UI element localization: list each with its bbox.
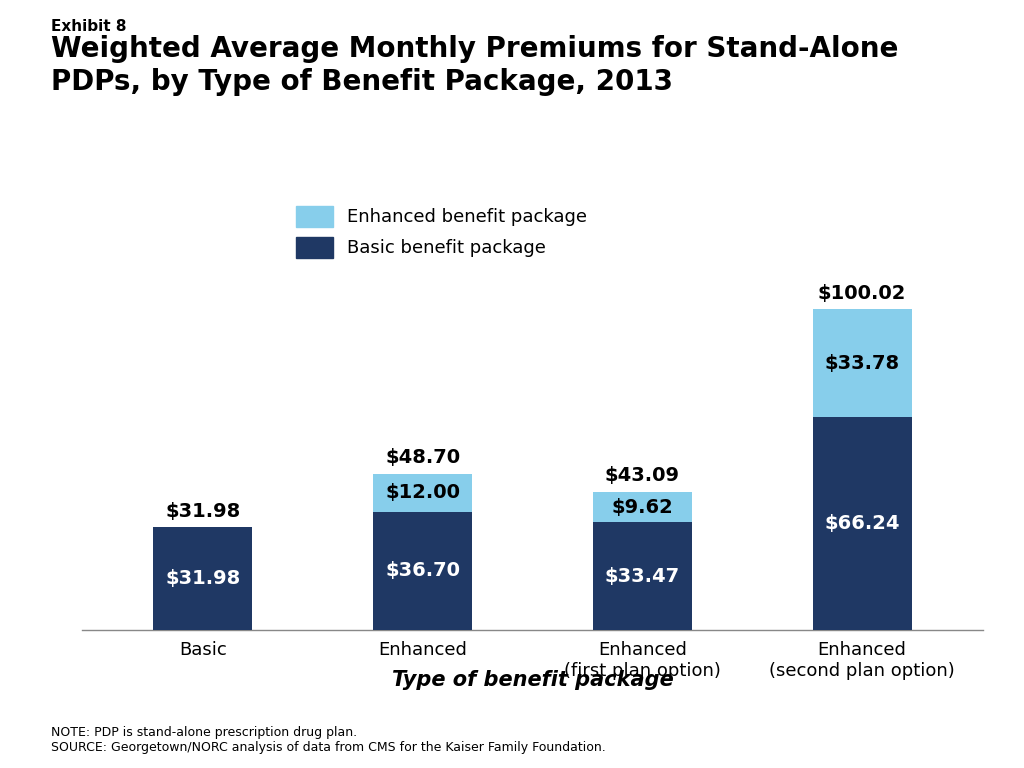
Text: Exhibit 8: Exhibit 8: [51, 19, 127, 35]
Text: $48.70: $48.70: [385, 449, 460, 467]
Text: FOUNDATION: FOUNDATION: [922, 746, 968, 753]
Text: $12.00: $12.00: [385, 483, 460, 502]
Text: $66.24: $66.24: [824, 514, 900, 533]
Bar: [593, 522, 692, 630]
Text: $31.98: $31.98: [165, 569, 241, 588]
Text: $43.09: $43.09: [605, 466, 680, 485]
Text: Enhanced benefit package: Enhanced benefit package: [346, 208, 587, 226]
Bar: [373, 474, 472, 512]
Bar: [373, 512, 472, 630]
Text: THE HENRY J.: THE HENRY J.: [922, 703, 968, 710]
Text: $9.62: $9.62: [611, 498, 673, 517]
FancyBboxPatch shape: [296, 237, 333, 258]
Bar: [593, 492, 692, 522]
FancyBboxPatch shape: [296, 206, 333, 227]
Text: NOTE: PDP is stand-alone prescription drug plan.: NOTE: PDP is stand-alone prescription dr…: [51, 726, 357, 739]
Text: Weighted Average Monthly Premiums for Stand-Alone
PDPs, by Type of Benefit Packa: Weighted Average Monthly Premiums for St…: [51, 35, 899, 96]
Text: Type of benefit package: Type of benefit package: [391, 670, 674, 690]
Text: $33.47: $33.47: [605, 567, 680, 586]
Text: Basic benefit package: Basic benefit package: [346, 239, 546, 257]
Bar: [813, 310, 911, 418]
Text: $31.98: $31.98: [165, 502, 241, 521]
Text: $36.70: $36.70: [385, 561, 460, 581]
Bar: [154, 528, 252, 630]
Text: $100.02: $100.02: [818, 283, 906, 303]
Text: $33.78: $33.78: [824, 354, 900, 372]
Text: SOURCE: Georgetown/NORC analysis of data from CMS for the Kaiser Family Foundati: SOURCE: Georgetown/NORC analysis of data…: [51, 741, 606, 754]
Bar: [813, 418, 911, 630]
Text: FAMILY: FAMILY: [919, 729, 971, 742]
Text: KAISER: KAISER: [918, 715, 972, 727]
